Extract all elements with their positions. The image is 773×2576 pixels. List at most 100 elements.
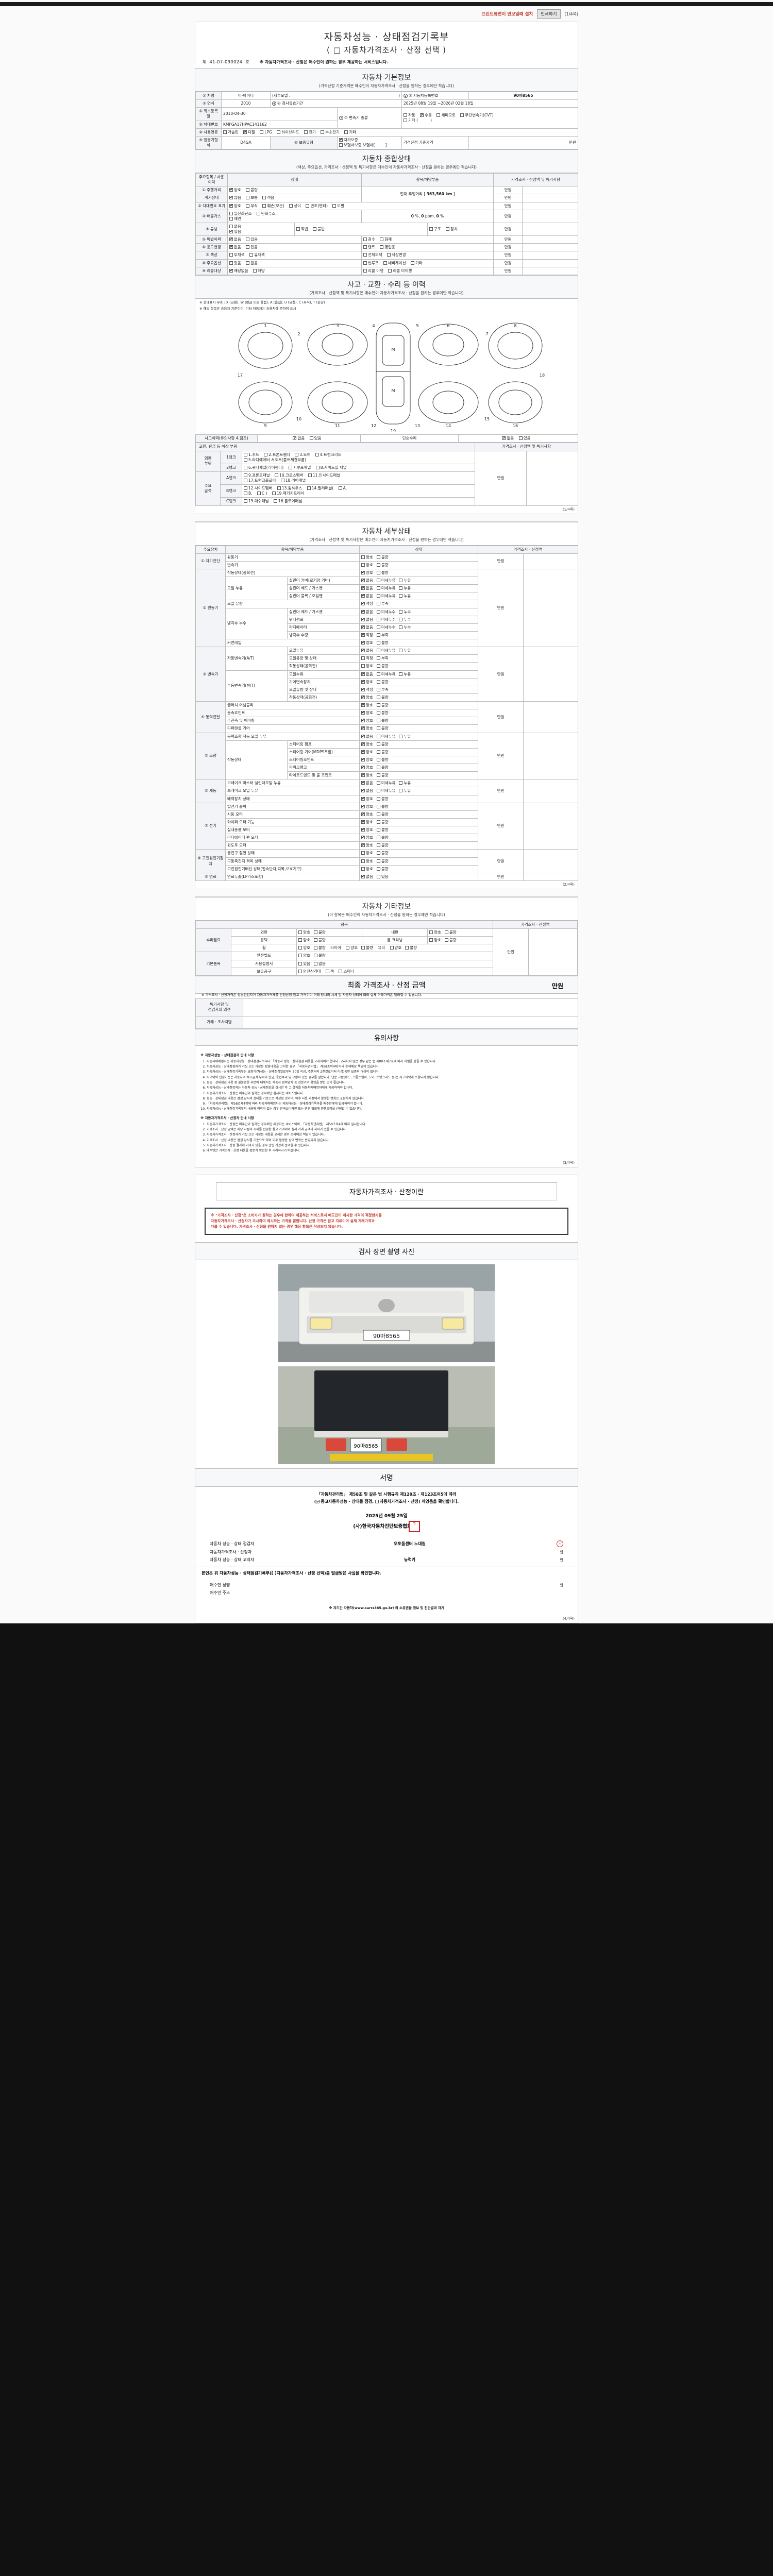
recall-notdone[interactable]: 리콜 미이행 [388,268,412,274]
option-sunroof[interactable]: 썬루프 [363,261,379,266]
law-opt2-checkbox[interactable] [375,1499,379,1503]
part-package-tray[interactable]: 19.패키지트레이 [272,491,304,496]
glass-label[interactable]: 유리 [378,945,385,951]
vin-different[interactable]: 상이 [289,204,301,209]
polish-good[interactable]: 양호 [298,938,310,943]
state-option-누유[interactable]: 누유 [399,734,411,739]
state-option-누수[interactable]: 누수 [399,609,411,615]
state-option-양호[interactable]: 양호 [361,765,373,770]
state-option-누유[interactable]: 누유 [399,781,411,786]
state-option-불량[interactable]: 불량 [376,835,389,840]
fuel-other[interactable]: 기타 [344,130,356,135]
usechange-none[interactable]: 없음 [229,244,241,250]
print-warning-link[interactable]: 프린트화면이 안보일때 설치 [481,12,533,17]
state-option-양호[interactable]: 양호 [361,757,373,762]
gauge-normal[interactable]: 보통 [246,195,258,200]
state-option-양호[interactable]: 양호 [361,563,373,568]
state-option-양호[interactable]: 양호 [361,718,373,723]
simple-yes[interactable]: 있음 [518,436,531,441]
state-option-없음[interactable]: 없음 [361,648,373,653]
gauge-many[interactable]: 많음 [229,195,241,200]
tire-label[interactable]: 타이어 [330,945,341,951]
law-opt1-checkbox[interactable] [316,1499,320,1505]
state-option-불량[interactable]: 불량 [376,812,389,817]
state-option-누유[interactable]: 누유 [399,648,411,653]
state-option-없음[interactable]: 없음 [361,874,373,879]
state-option-양호[interactable]: 양호 [361,811,373,817]
manual-no[interactable]: 없음 [314,961,326,967]
polish-bad[interactable]: 불량 [314,938,326,943]
part-inside-panel[interactable]: 11.인사이드패널 [308,473,340,478]
tuning-structure[interactable]: 구조 [429,227,441,232]
repair-outer-good[interactable]: 양호 [298,930,310,935]
part-front-fender[interactable]: 2.프론트휀더 [264,452,290,457]
state-option-불량[interactable]: 불량 [376,726,389,731]
state-option-누수[interactable]: 누수 [399,617,411,622]
repair-outer-bad[interactable]: 불량 [314,930,326,935]
wheel-bad[interactable]: 불량 [314,945,326,951]
state-option-없음[interactable]: 없음 [361,624,373,630]
special-yes[interactable]: 있음 [246,237,258,242]
state-option-미세누수[interactable]: 미세누수 [376,609,395,615]
state-option-불량[interactable]: 불량 [376,555,389,560]
part-dash-panel[interactable]: 15.대쉬패널 [244,499,269,504]
state-option-불량[interactable]: 불량 [376,695,389,700]
part-pillar-b[interactable]: B, [244,491,253,496]
state-option-불량[interactable]: 불량 [376,867,389,872]
part-side-sill[interactable]: 8.사이드실 패널 [315,465,347,470]
state-option-불량[interactable]: 불량 [376,765,389,770]
tire-bad[interactable]: 불량 [361,945,373,951]
state-option-불량[interactable]: 불량 [376,742,389,747]
state-option-불량[interactable]: 불량 [376,680,389,685]
state-option-양호[interactable]: 양호 [361,804,373,809]
part-rear-panel[interactable]: 18.리어패널 [280,478,306,483]
state-option-적정[interactable]: 적정 [361,656,373,661]
state-option-양호[interactable]: 양호 [361,772,373,778]
state-option-양호[interactable]: 양호 [361,694,373,700]
print-button[interactable]: 인쇄하기 [537,9,561,19]
state-option-불량[interactable]: 불량 [376,640,389,646]
state-option-양호[interactable]: 양호 [361,664,373,669]
state-option-누유[interactable]: 누유 [399,788,411,793]
usechange-commercial[interactable]: 영업용 [380,245,395,250]
state-option-불량[interactable]: 불량 [376,757,389,762]
state-option-불량[interactable]: 불량 [376,773,389,778]
state-option-미세누유[interactable]: 미세누유 [376,781,395,786]
state-option-없음[interactable]: 없음 [361,671,373,677]
state-option-없음[interactable]: 없음 [361,585,373,591]
state-option-없음[interactable]: 없음 [361,734,373,739]
glass-bad[interactable]: 불량 [405,945,417,951]
emission-smoke[interactable]: 매연 [229,216,241,222]
part-trunk-lid[interactable]: 4.트렁크리드 [315,452,341,457]
state-option-양호[interactable]: 양호 [361,851,373,856]
fuel-lpg[interactable]: LPG [260,130,272,135]
fuel-hybrid[interactable]: 하이브리드 [277,130,299,135]
tool-spanner[interactable]: 스패너 [339,969,354,974]
emission-hc[interactable]: 탄화수소 [256,211,276,216]
recall-na[interactable]: 해당없음 [229,268,248,274]
option-nav[interactable]: 네비게이션 [383,261,406,266]
room-bad[interactable]: 불량 [444,938,457,943]
state-option-불량[interactable]: 불량 [376,820,389,825]
state-option-적정[interactable]: 적정 [361,632,373,638]
fuel-gasoline[interactable]: 가솔린 [223,130,239,135]
state-option-불량[interactable]: 불량 [376,563,389,568]
gauge-few[interactable]: 적음 [262,195,274,200]
state-option-누유[interactable]: 누유 [399,594,411,599]
part-pillar-c[interactable]: C ) [257,491,267,496]
part-radiator-support[interactable]: 5.라디에이터 서포트(볼트체결부품) [244,457,306,463]
part-door[interactable]: 3.도어 [295,452,310,457]
part-floor-panel[interactable]: 16.플로어패널 [273,499,302,504]
part-trunk-floor[interactable]: 17.트렁크플로어 [244,478,276,483]
state-option-양호[interactable]: 양호 [361,859,373,864]
state-option-미세누수[interactable]: 미세누수 [376,617,395,622]
vin-good[interactable]: 양호 [229,203,241,209]
state-option-양호[interactable]: 양호 [361,725,373,731]
state-option-적정[interactable]: 적정 [361,687,373,692]
tool-tri[interactable]: 안전삼각대 [298,969,321,974]
state-option-미세누유[interactable]: 미세누유 [376,672,395,677]
option-other[interactable]: 기타 [410,261,423,266]
part-pillar-a[interactable]: A, [338,486,347,491]
usechange-yes[interactable]: 있음 [246,245,258,250]
state-option-양호[interactable]: 양호 [361,867,373,872]
